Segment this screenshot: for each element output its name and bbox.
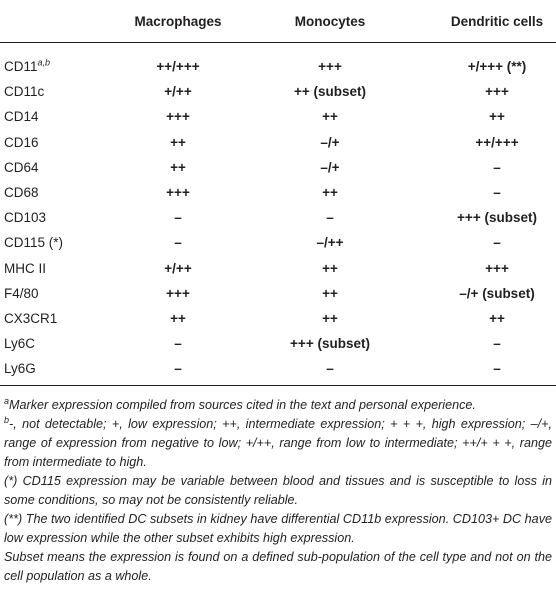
footnote: (**) The two identified DC subsets in ki… bbox=[4, 510, 552, 548]
cell-value: –/+ bbox=[320, 134, 340, 150]
cell-value: – bbox=[174, 361, 182, 377]
marker: F4/80 bbox=[4, 285, 39, 301]
marker: CD16 bbox=[4, 134, 39, 150]
cell-value: ++ bbox=[170, 159, 186, 175]
marker: CD64 bbox=[4, 159, 39, 175]
cell-value: +++ bbox=[318, 59, 342, 74]
cell-value: – bbox=[174, 336, 182, 352]
marker: MHC II bbox=[4, 260, 46, 276]
footnote-text: (*) CD115 expression may be variable bet… bbox=[4, 474, 552, 507]
footnote-text: Subset means the expression is found on … bbox=[4, 550, 552, 583]
column-header: Monocytes bbox=[294, 14, 366, 29]
marker: CD68 bbox=[4, 185, 39, 200]
row-label: CD11a,b bbox=[4, 58, 50, 76]
marker: CD115 (*) bbox=[4, 235, 64, 251]
footnote-mark: b bbox=[4, 414, 10, 425]
row-label: Ly6C bbox=[4, 335, 35, 353]
row-label: CD68 bbox=[4, 184, 39, 202]
footnote-text: (**) The two identified DC subsets in ki… bbox=[4, 512, 552, 545]
footnote: b-, not detectable; +, low expression; +… bbox=[4, 415, 552, 472]
cell-value: –/++ bbox=[316, 235, 344, 251]
cell-value: +/++ bbox=[164, 84, 192, 100]
row-label: F4/80 bbox=[4, 285, 39, 303]
cell-value: +++ bbox=[485, 260, 509, 276]
cell-value: +++ (subset) bbox=[290, 336, 370, 352]
cell-value: +++ bbox=[166, 185, 190, 200]
footnote-mark: a bbox=[4, 395, 10, 406]
cell-value: +++ bbox=[166, 285, 190, 301]
row-label: CD115 (*) bbox=[4, 234, 63, 252]
cell-value: +/+++ (**) bbox=[467, 59, 527, 74]
footnotes: aMarker expression compiled from sources… bbox=[4, 396, 552, 586]
footnote: (*) CD115 expression may be variable bet… bbox=[4, 472, 552, 510]
row-label: CD16 bbox=[4, 134, 39, 152]
cell-value: – bbox=[493, 159, 501, 175]
marker: Ly6G bbox=[4, 361, 36, 377]
cell-value: –/+ bbox=[320, 159, 340, 175]
header-rule bbox=[0, 42, 556, 43]
cell-value: –/+ (subset) bbox=[459, 285, 535, 301]
footnote: Subset means the expression is found on … bbox=[4, 548, 552, 586]
row-label: CD11c bbox=[4, 83, 44, 101]
row-label: MHC II bbox=[4, 260, 46, 278]
cell-value: – bbox=[493, 361, 501, 377]
cell-value: ++ bbox=[489, 311, 505, 326]
marker: CX3CR1 bbox=[4, 311, 58, 326]
row-label: CD64 bbox=[4, 159, 39, 177]
cell-value: ++ bbox=[170, 134, 186, 150]
marker: CD11 bbox=[4, 59, 38, 74]
cell-value: – bbox=[493, 185, 501, 200]
footnote-mark: a,b bbox=[37, 57, 51, 68]
cell-value: ++ bbox=[322, 109, 338, 125]
marker: Ly6C bbox=[4, 336, 36, 352]
cell-value: ++ bbox=[170, 311, 186, 326]
cell-value: – bbox=[174, 210, 182, 226]
cell-value: – bbox=[493, 235, 501, 251]
cell-value: ++ bbox=[322, 260, 338, 276]
marker: CD14 bbox=[4, 109, 39, 125]
cell-value: – bbox=[326, 210, 334, 226]
cell-value: ++ bbox=[489, 109, 505, 125]
row-label: Ly6G bbox=[4, 360, 36, 378]
marker: CD11c bbox=[4, 84, 45, 100]
marker: CD103 bbox=[4, 210, 47, 226]
bottom-rule bbox=[0, 385, 556, 386]
row-label: CD14 bbox=[4, 108, 39, 126]
cell-value: ++ bbox=[322, 285, 338, 301]
row-label: CX3CR1 bbox=[4, 310, 57, 328]
cell-value: ++/+++ bbox=[156, 59, 200, 74]
footnote: aMarker expression compiled from sources… bbox=[4, 396, 552, 415]
cell-value: ++ bbox=[322, 185, 338, 200]
row-label: CD103 bbox=[4, 209, 46, 227]
cell-value: +++ bbox=[166, 109, 190, 125]
cell-value: ++ bbox=[322, 311, 338, 326]
cell-value: – bbox=[174, 235, 182, 251]
column-header: Dendritic cells bbox=[450, 14, 544, 29]
cell-value: ++/+++ bbox=[475, 134, 519, 150]
cell-value: +++ (subset) bbox=[457, 210, 537, 226]
cell-value: +++ bbox=[485, 84, 509, 100]
footnote-text: Marker expression compiled from sources … bbox=[9, 398, 476, 412]
cell-value: +/++ bbox=[164, 260, 192, 276]
footnote-text: -, not detectable; +, low expression; ++… bbox=[4, 417, 552, 469]
column-header: Macrophages bbox=[134, 14, 222, 29]
cell-value: ++ (subset) bbox=[293, 84, 367, 100]
cell-value: – bbox=[493, 336, 501, 352]
cell-value: – bbox=[326, 361, 334, 377]
